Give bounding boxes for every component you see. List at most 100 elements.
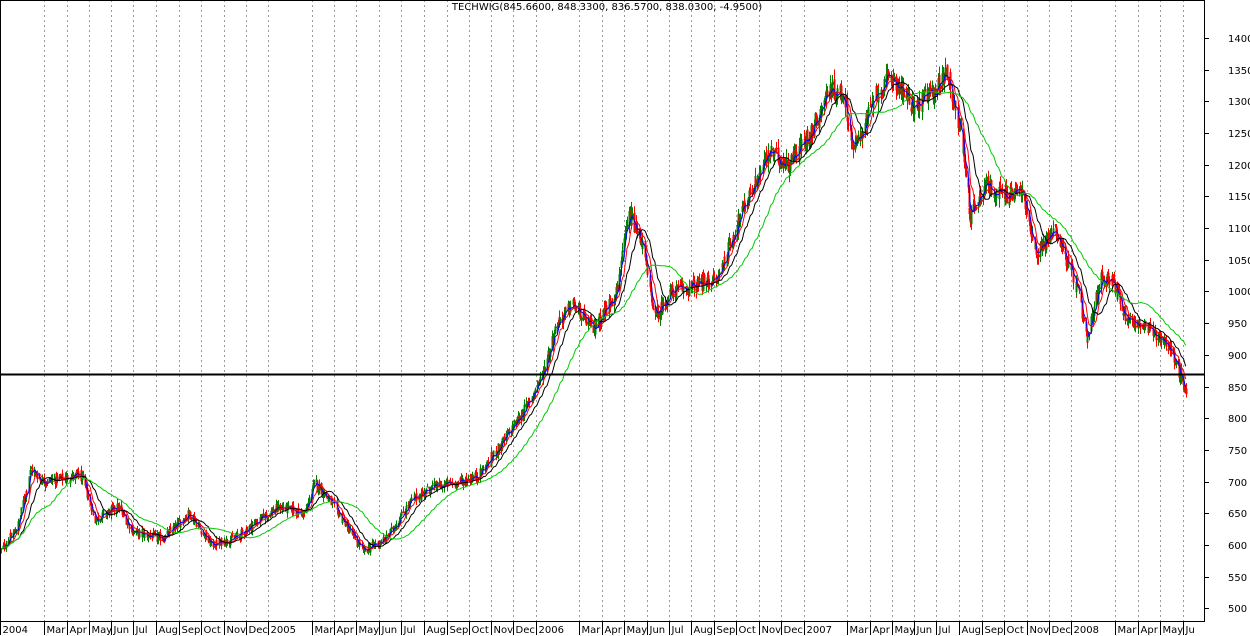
candle-body (818, 117, 821, 128)
candle-body (657, 310, 660, 319)
candle-body (544, 368, 547, 372)
candle-body (198, 526, 201, 528)
x-tick-label: Mar (582, 625, 602, 636)
candle-body (479, 468, 482, 479)
x-tick-label: Jun (916, 625, 933, 636)
candle-body (508, 429, 511, 433)
x-tick-label: Aug (962, 625, 982, 636)
candle-body (748, 190, 751, 201)
candle-body (539, 376, 542, 381)
candle-body (580, 317, 583, 322)
candle-body (128, 524, 131, 529)
candle-body (700, 278, 703, 280)
y-tick-label: 800 (1228, 414, 1247, 425)
candle-body (816, 121, 819, 126)
candle-body (300, 509, 303, 513)
candle-body (595, 326, 598, 328)
candle-body (113, 505, 116, 512)
candle-body (842, 97, 845, 101)
candle-body (1047, 232, 1050, 243)
candle-body (806, 129, 809, 145)
candle-body (1006, 193, 1009, 204)
x-tick-label: Jun (649, 625, 666, 636)
y-tick-label: 650 (1228, 509, 1247, 520)
candle-body (1054, 224, 1057, 226)
candle-body (610, 303, 613, 305)
candle-body (330, 496, 333, 506)
candle-body (921, 91, 924, 112)
candle-body (1093, 306, 1096, 316)
candle-body (546, 358, 549, 370)
candle-body (378, 543, 381, 547)
candle-body (708, 283, 711, 286)
candle-body (1081, 307, 1084, 319)
candle-body (1152, 332, 1155, 336)
candle-body (667, 297, 670, 300)
candle-body (525, 403, 528, 407)
candle-body (793, 152, 796, 160)
candle-body (302, 511, 305, 517)
x-tick-label: Apr (70, 625, 88, 636)
candle-body (763, 159, 766, 167)
candle-body (973, 200, 976, 208)
x-tick-label: Oct (472, 625, 489, 636)
candle-body (1005, 186, 1008, 194)
x-tick-label: Oct (1007, 625, 1024, 636)
chart-title: TECHWIG(845.6600, 848.3300, 836.5700, 83… (451, 2, 762, 13)
candle-body (624, 234, 627, 236)
candle-body (313, 480, 316, 485)
candle-body (716, 278, 719, 280)
candle-body (102, 511, 105, 513)
candle-body (492, 450, 495, 455)
x-tick-label: Sep (450, 625, 469, 636)
y-tick-label: 950 (1228, 319, 1247, 330)
candle-body (351, 529, 354, 535)
candle-body (527, 401, 530, 403)
candle-body (72, 475, 75, 479)
candle-body (695, 289, 698, 293)
candle-body (280, 509, 283, 511)
candle-body (656, 307, 659, 313)
candle-body (133, 531, 136, 533)
candle-body (157, 536, 160, 541)
candle-body (765, 154, 768, 163)
candle-body (265, 513, 268, 516)
candle-body (1154, 331, 1157, 333)
y-tick-label: 750 (1228, 446, 1247, 457)
candle-body (154, 532, 157, 534)
candle-body (336, 506, 339, 510)
candle-body (727, 242, 730, 261)
candle-body (429, 491, 432, 494)
x-tick-label: Nov (494, 625, 514, 636)
candle-body (477, 479, 480, 481)
x-tick-label: Dec (784, 625, 803, 636)
candle-body (1067, 256, 1070, 262)
candle-body (372, 542, 375, 546)
candle-body (264, 513, 267, 520)
y-tick-label: 600 (1228, 541, 1247, 552)
candle-body (851, 139, 854, 147)
x-tick-label: Sep (182, 625, 201, 636)
candle-body (409, 499, 412, 503)
candle-body (195, 522, 198, 527)
y-tick-label: 1400 (1228, 34, 1250, 45)
candle-body (731, 245, 734, 249)
candle-body (962, 131, 965, 153)
candle-body (882, 92, 885, 96)
candle-body (1072, 274, 1075, 283)
candle-body (870, 105, 873, 108)
candle-body (857, 136, 860, 141)
candle-body (138, 530, 141, 532)
candle-body (625, 227, 628, 233)
candle-body (312, 482, 315, 488)
candle-body (10, 535, 13, 537)
candle-body (131, 527, 134, 534)
candle-body (344, 519, 347, 527)
candle-body (732, 234, 735, 241)
candle-body (506, 432, 509, 436)
candle-body (441, 485, 444, 488)
candle-body (995, 188, 998, 199)
candle-body (1009, 191, 1012, 196)
candle-body (29, 470, 32, 476)
candle-body (475, 472, 478, 479)
